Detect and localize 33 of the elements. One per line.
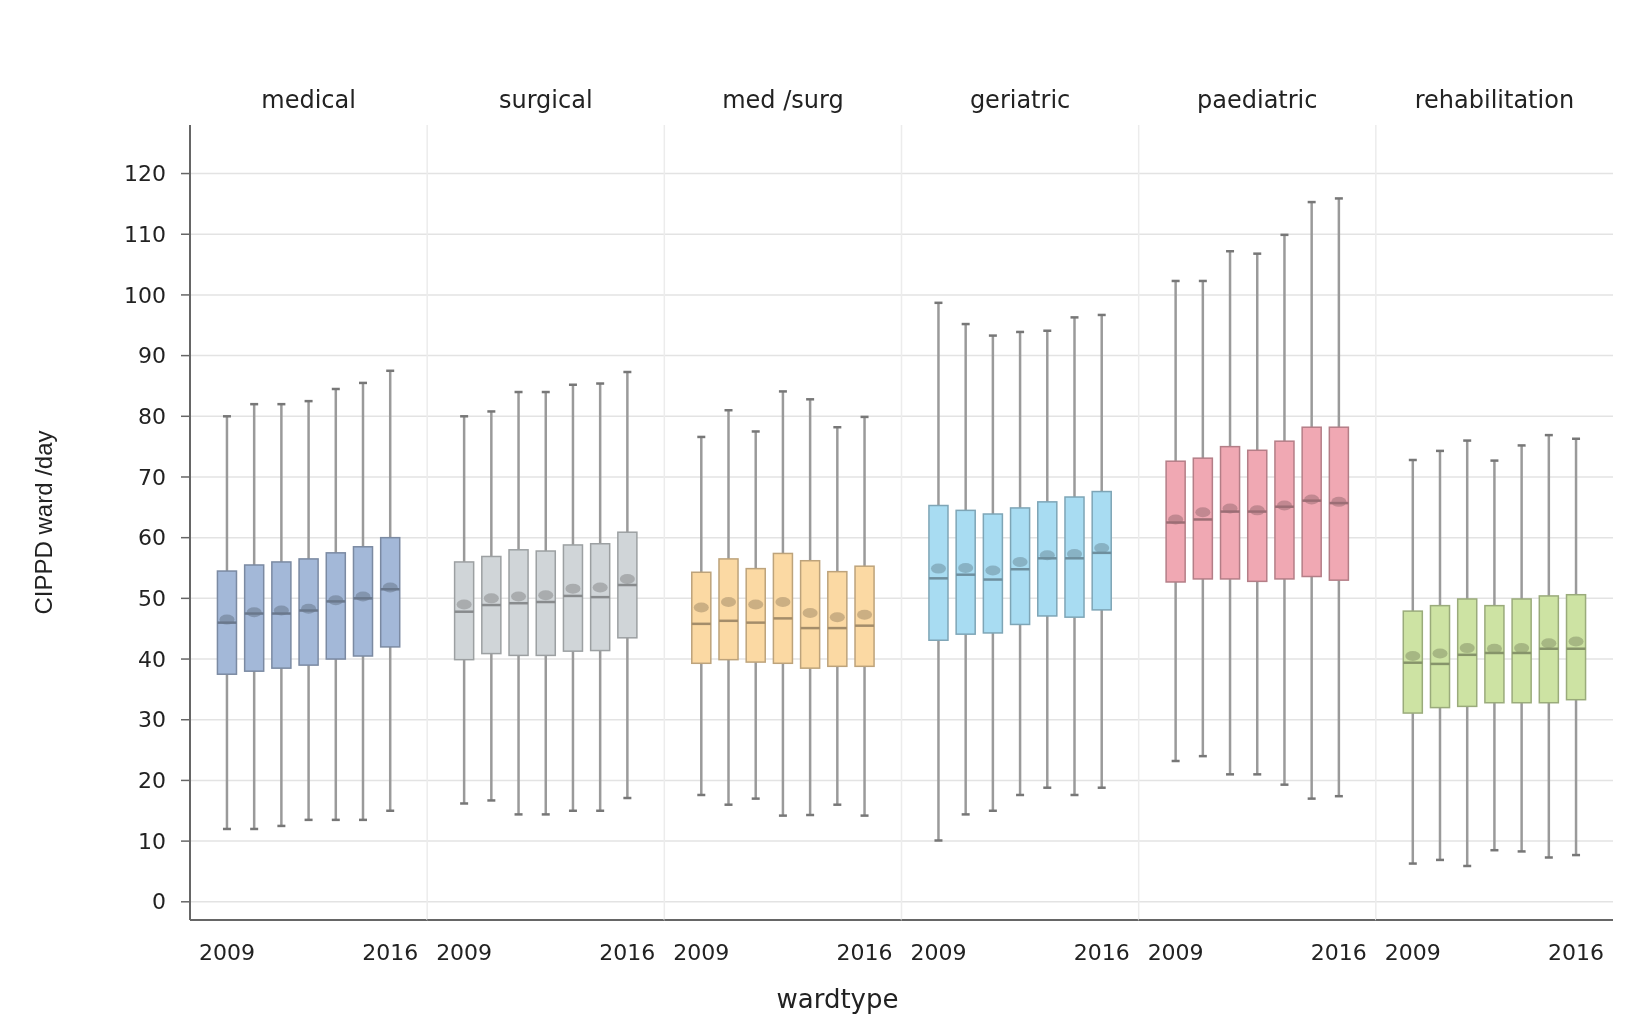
chart-title: rehabilitation: [1414, 86, 1575, 114]
x-tick-label: 2009: [198, 940, 255, 965]
chart-title: surgical: [498, 86, 593, 114]
chart-title: geriatric: [969, 86, 1071, 114]
y-tick-label: 80: [138, 404, 166, 429]
chart-title: paediatric: [1197, 86, 1318, 114]
y-tick-label: 100: [124, 282, 166, 308]
y-axis-title: CIPPD ward /day: [30, 430, 57, 615]
y-tick-label: 90: [138, 343, 166, 369]
x-tick-label: 2016: [1073, 940, 1130, 965]
chart-title: medical: [261, 86, 356, 114]
x-tick-label: 2009: [1384, 940, 1441, 965]
x-tick-label: 2009: [1147, 940, 1204, 965]
y-tick-label: 20: [138, 768, 166, 794]
x-tick-label: 2009: [910, 940, 967, 965]
y-tick-label: 120: [124, 161, 166, 187]
x-tick-label: 2009: [436, 940, 493, 965]
x-tick-label: 2016: [362, 940, 419, 965]
chart-title: med /surg: [722, 86, 844, 114]
y-tick-label: 110: [124, 221, 166, 247]
x-tick-label: 2016: [1310, 940, 1367, 965]
x-tick-label: 2009: [673, 940, 730, 965]
y-tick-label: 70: [138, 464, 166, 490]
y-tick-label: 60: [138, 525, 166, 551]
y-tick-label: 50: [138, 586, 166, 612]
y-tick-label: 30: [138, 707, 166, 733]
x-tick-label: 2016: [836, 940, 893, 965]
x-axis-title: wardtype: [776, 984, 899, 1014]
y-tick-label: 40: [138, 646, 166, 672]
y-tick-label: 0: [152, 889, 166, 915]
x-tick-label: 2016: [599, 940, 656, 965]
x-tick-label: 2016: [1548, 940, 1605, 965]
y-tick-label: 10: [138, 828, 166, 854]
